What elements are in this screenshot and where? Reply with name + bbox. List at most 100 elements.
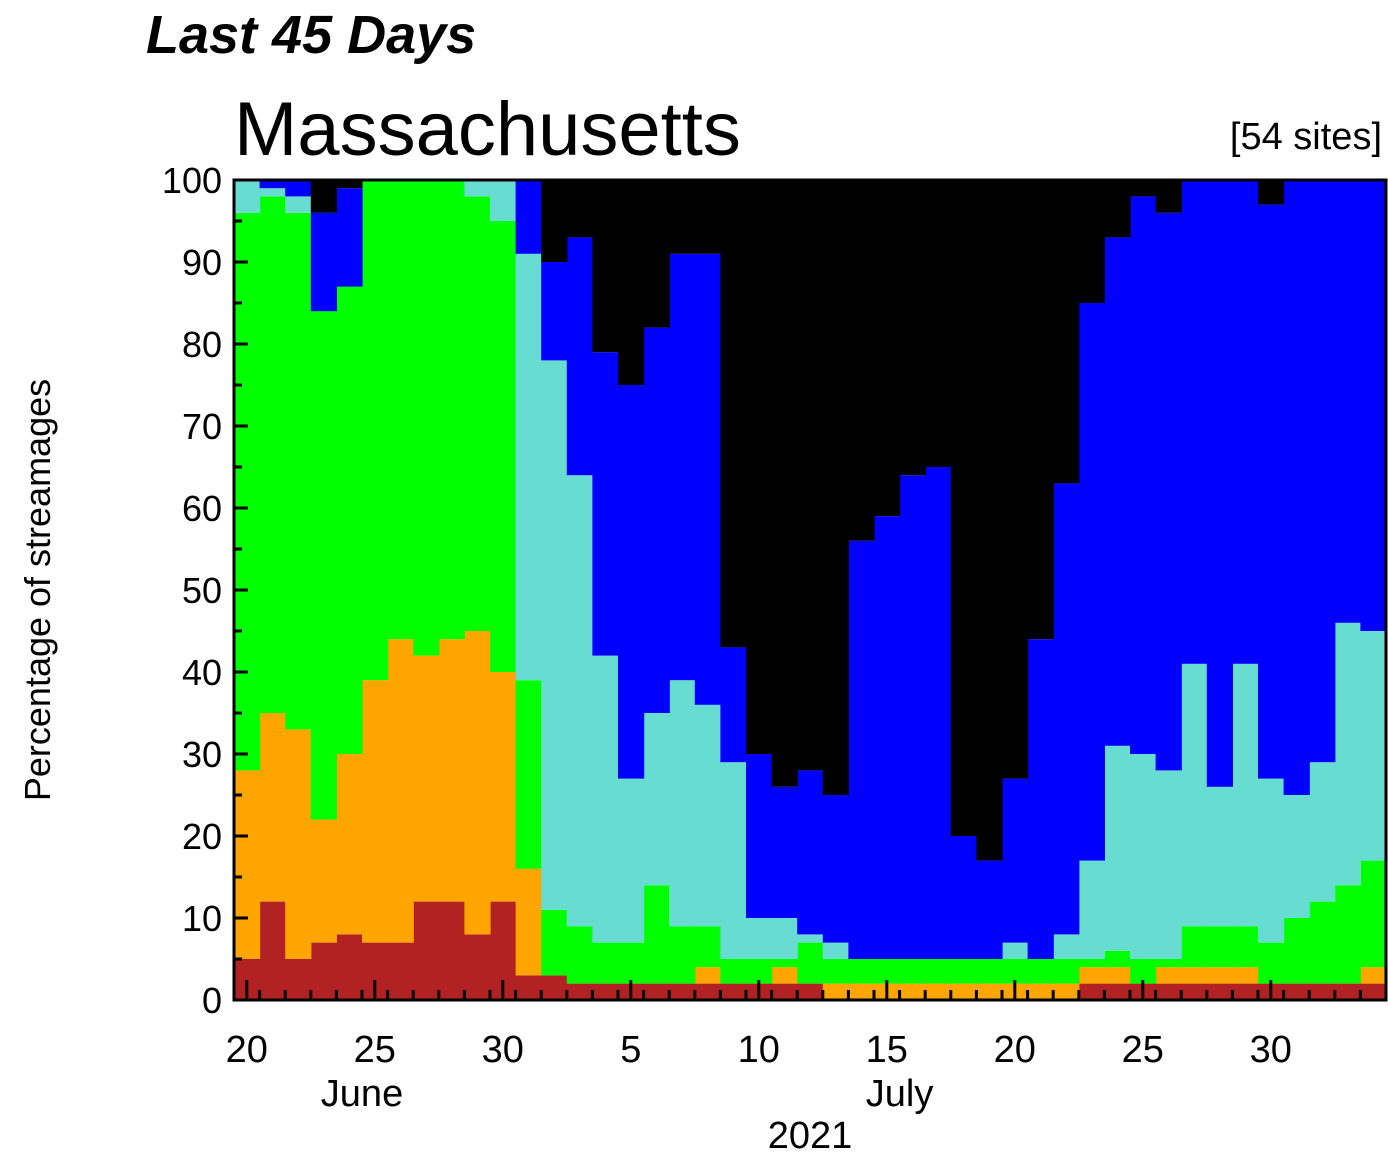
bar-segment-3-10 bbox=[490, 180, 517, 221]
bar-segment-3-13 bbox=[566, 475, 593, 927]
bar-segment-2-3 bbox=[310, 212, 337, 820]
bar-segment-1-18 bbox=[694, 967, 721, 984]
x-month-label: July bbox=[866, 1073, 934, 1115]
y-tick-label: 40 bbox=[182, 652, 222, 693]
bar-segment-1-3 bbox=[310, 819, 337, 943]
bar-segment-4-33 bbox=[1078, 303, 1105, 861]
bar-segment-3-2 bbox=[285, 196, 312, 213]
bar-segment-1-26 bbox=[899, 983, 926, 1000]
bar-segment-2-38 bbox=[1206, 926, 1233, 968]
bar-segment-2-28 bbox=[950, 959, 977, 984]
bar-segment-4-15 bbox=[618, 385, 645, 779]
chart-title: Massachusetts bbox=[234, 87, 741, 172]
bar-segment-2-11 bbox=[515, 680, 542, 869]
bar-segment-0-36 bbox=[1155, 983, 1182, 1000]
bar-segment-0-11 bbox=[515, 975, 542, 1000]
bar-segment-2-14 bbox=[592, 942, 619, 984]
bar-segment-1-39 bbox=[1232, 967, 1259, 984]
bar-segment-2-32 bbox=[1053, 959, 1080, 984]
bar-segment-2-40 bbox=[1258, 942, 1285, 984]
bar-segment-3-38 bbox=[1206, 786, 1233, 927]
bar-segment-4-14 bbox=[592, 352, 619, 656]
bar-segment-5-28 bbox=[950, 180, 977, 836]
bar-segment-1-27 bbox=[925, 983, 952, 1000]
bar-segment-4-1 bbox=[259, 180, 286, 189]
bar-segment-5-30 bbox=[1002, 180, 1029, 779]
bar-segment-0-33 bbox=[1078, 983, 1105, 1000]
bar-segment-2-42 bbox=[1309, 901, 1336, 984]
bar-segment-4-44 bbox=[1360, 180, 1387, 631]
bar-segment-5-3 bbox=[310, 180, 337, 213]
bar-segment-3-33 bbox=[1078, 860, 1105, 959]
y-tick-label: 60 bbox=[182, 488, 222, 529]
x-tick-label: 25 bbox=[354, 1029, 396, 1071]
bar-segment-5-18 bbox=[694, 180, 721, 254]
bar-segment-4-25 bbox=[874, 516, 901, 959]
y-tick-label: 50 bbox=[182, 570, 222, 611]
bar-segment-2-9 bbox=[464, 196, 491, 631]
bar-segment-0-34 bbox=[1104, 983, 1131, 1000]
bar-segment-3-40 bbox=[1258, 778, 1285, 943]
bar-segment-1-4 bbox=[336, 754, 363, 935]
x-axis: 20 25 30 5 10 15 20 25 30 June July bbox=[226, 980, 1388, 1115]
bar-segment-4-27 bbox=[925, 467, 952, 959]
bar-segment-3-11 bbox=[515, 253, 542, 681]
bar-segment-4-40 bbox=[1258, 204, 1285, 779]
bar-segment-4-43 bbox=[1334, 180, 1361, 623]
bar-segment-5-36 bbox=[1155, 180, 1182, 213]
bar-segment-5-22 bbox=[797, 180, 824, 771]
bar-segment-4-21 bbox=[771, 786, 798, 918]
bar-segment-4-13 bbox=[566, 237, 593, 476]
bar-segment-5-40 bbox=[1258, 180, 1285, 205]
bar-segment-1-36 bbox=[1155, 967, 1182, 984]
bar-segment-2-29 bbox=[976, 959, 1003, 984]
bar-segment-0-39 bbox=[1232, 983, 1259, 1000]
x-tick-label: 30 bbox=[1250, 1029, 1292, 1071]
y-tick-label: 30 bbox=[182, 734, 222, 775]
bar-segment-3-17 bbox=[669, 680, 696, 927]
bar-segment-0-44 bbox=[1360, 983, 1387, 1000]
bar-segment-3-22 bbox=[797, 934, 824, 943]
bar-segment-3-21 bbox=[771, 918, 798, 959]
bar-segment-2-43 bbox=[1334, 885, 1361, 984]
bar-segment-1-1 bbox=[259, 713, 286, 902]
bar-segment-3-37 bbox=[1181, 663, 1208, 927]
bar-segment-5-26 bbox=[899, 180, 926, 476]
bar-segment-5-21 bbox=[771, 180, 798, 787]
bar-segment-5-23 bbox=[822, 180, 849, 795]
bar-segment-0-43 bbox=[1334, 983, 1361, 1000]
bar-segment-3-9 bbox=[464, 180, 491, 197]
chart-supertitle: Last 45 Days bbox=[146, 5, 477, 65]
bar-segment-4-32 bbox=[1053, 483, 1080, 935]
bar-segment-3-15 bbox=[618, 778, 645, 943]
bar-segment-2-33 bbox=[1078, 959, 1105, 968]
bar-segment-2-4 bbox=[336, 212, 363, 755]
bar-segment-5-12 bbox=[541, 180, 568, 262]
x-tick-label: 10 bbox=[738, 1029, 780, 1071]
bar-segment-1-44 bbox=[1360, 967, 1387, 984]
bar-segment-5-31 bbox=[1027, 180, 1054, 640]
y-tick-label: 70 bbox=[182, 406, 222, 447]
bar-segment-5-4 bbox=[336, 180, 363, 189]
bar-segment-2-18 bbox=[694, 926, 721, 968]
bar-segment-5-29 bbox=[976, 180, 1003, 861]
bar-segment-5-20 bbox=[746, 180, 773, 754]
bar-segment-5-19 bbox=[720, 180, 747, 648]
y-axis: 0 10 20 30 40 50 60 70 80 90 100 bbox=[162, 160, 248, 1021]
bar-segment-3-23 bbox=[822, 942, 849, 959]
plot-bars bbox=[234, 180, 1387, 1000]
bar-segment-5-25 bbox=[874, 180, 901, 517]
bar-segment-3-0 bbox=[234, 180, 261, 213]
bar-segment-4-35 bbox=[1130, 196, 1157, 754]
bar-segment-2-10 bbox=[490, 221, 517, 672]
bar-segment-1-38 bbox=[1206, 967, 1233, 984]
bar-segment-4-41 bbox=[1283, 180, 1310, 795]
bar-segment-3-41 bbox=[1283, 795, 1310, 918]
x-tick-label: 20 bbox=[226, 1029, 268, 1071]
y-tick-label: 20 bbox=[182, 816, 222, 857]
x-tick-label: 5 bbox=[620, 1029, 641, 1071]
bar-segment-4-12 bbox=[541, 262, 568, 361]
bar-segment-2-20 bbox=[746, 959, 773, 984]
bar-segment-1-32 bbox=[1053, 983, 1080, 1000]
bar-segment-0-21 bbox=[771, 983, 798, 1000]
